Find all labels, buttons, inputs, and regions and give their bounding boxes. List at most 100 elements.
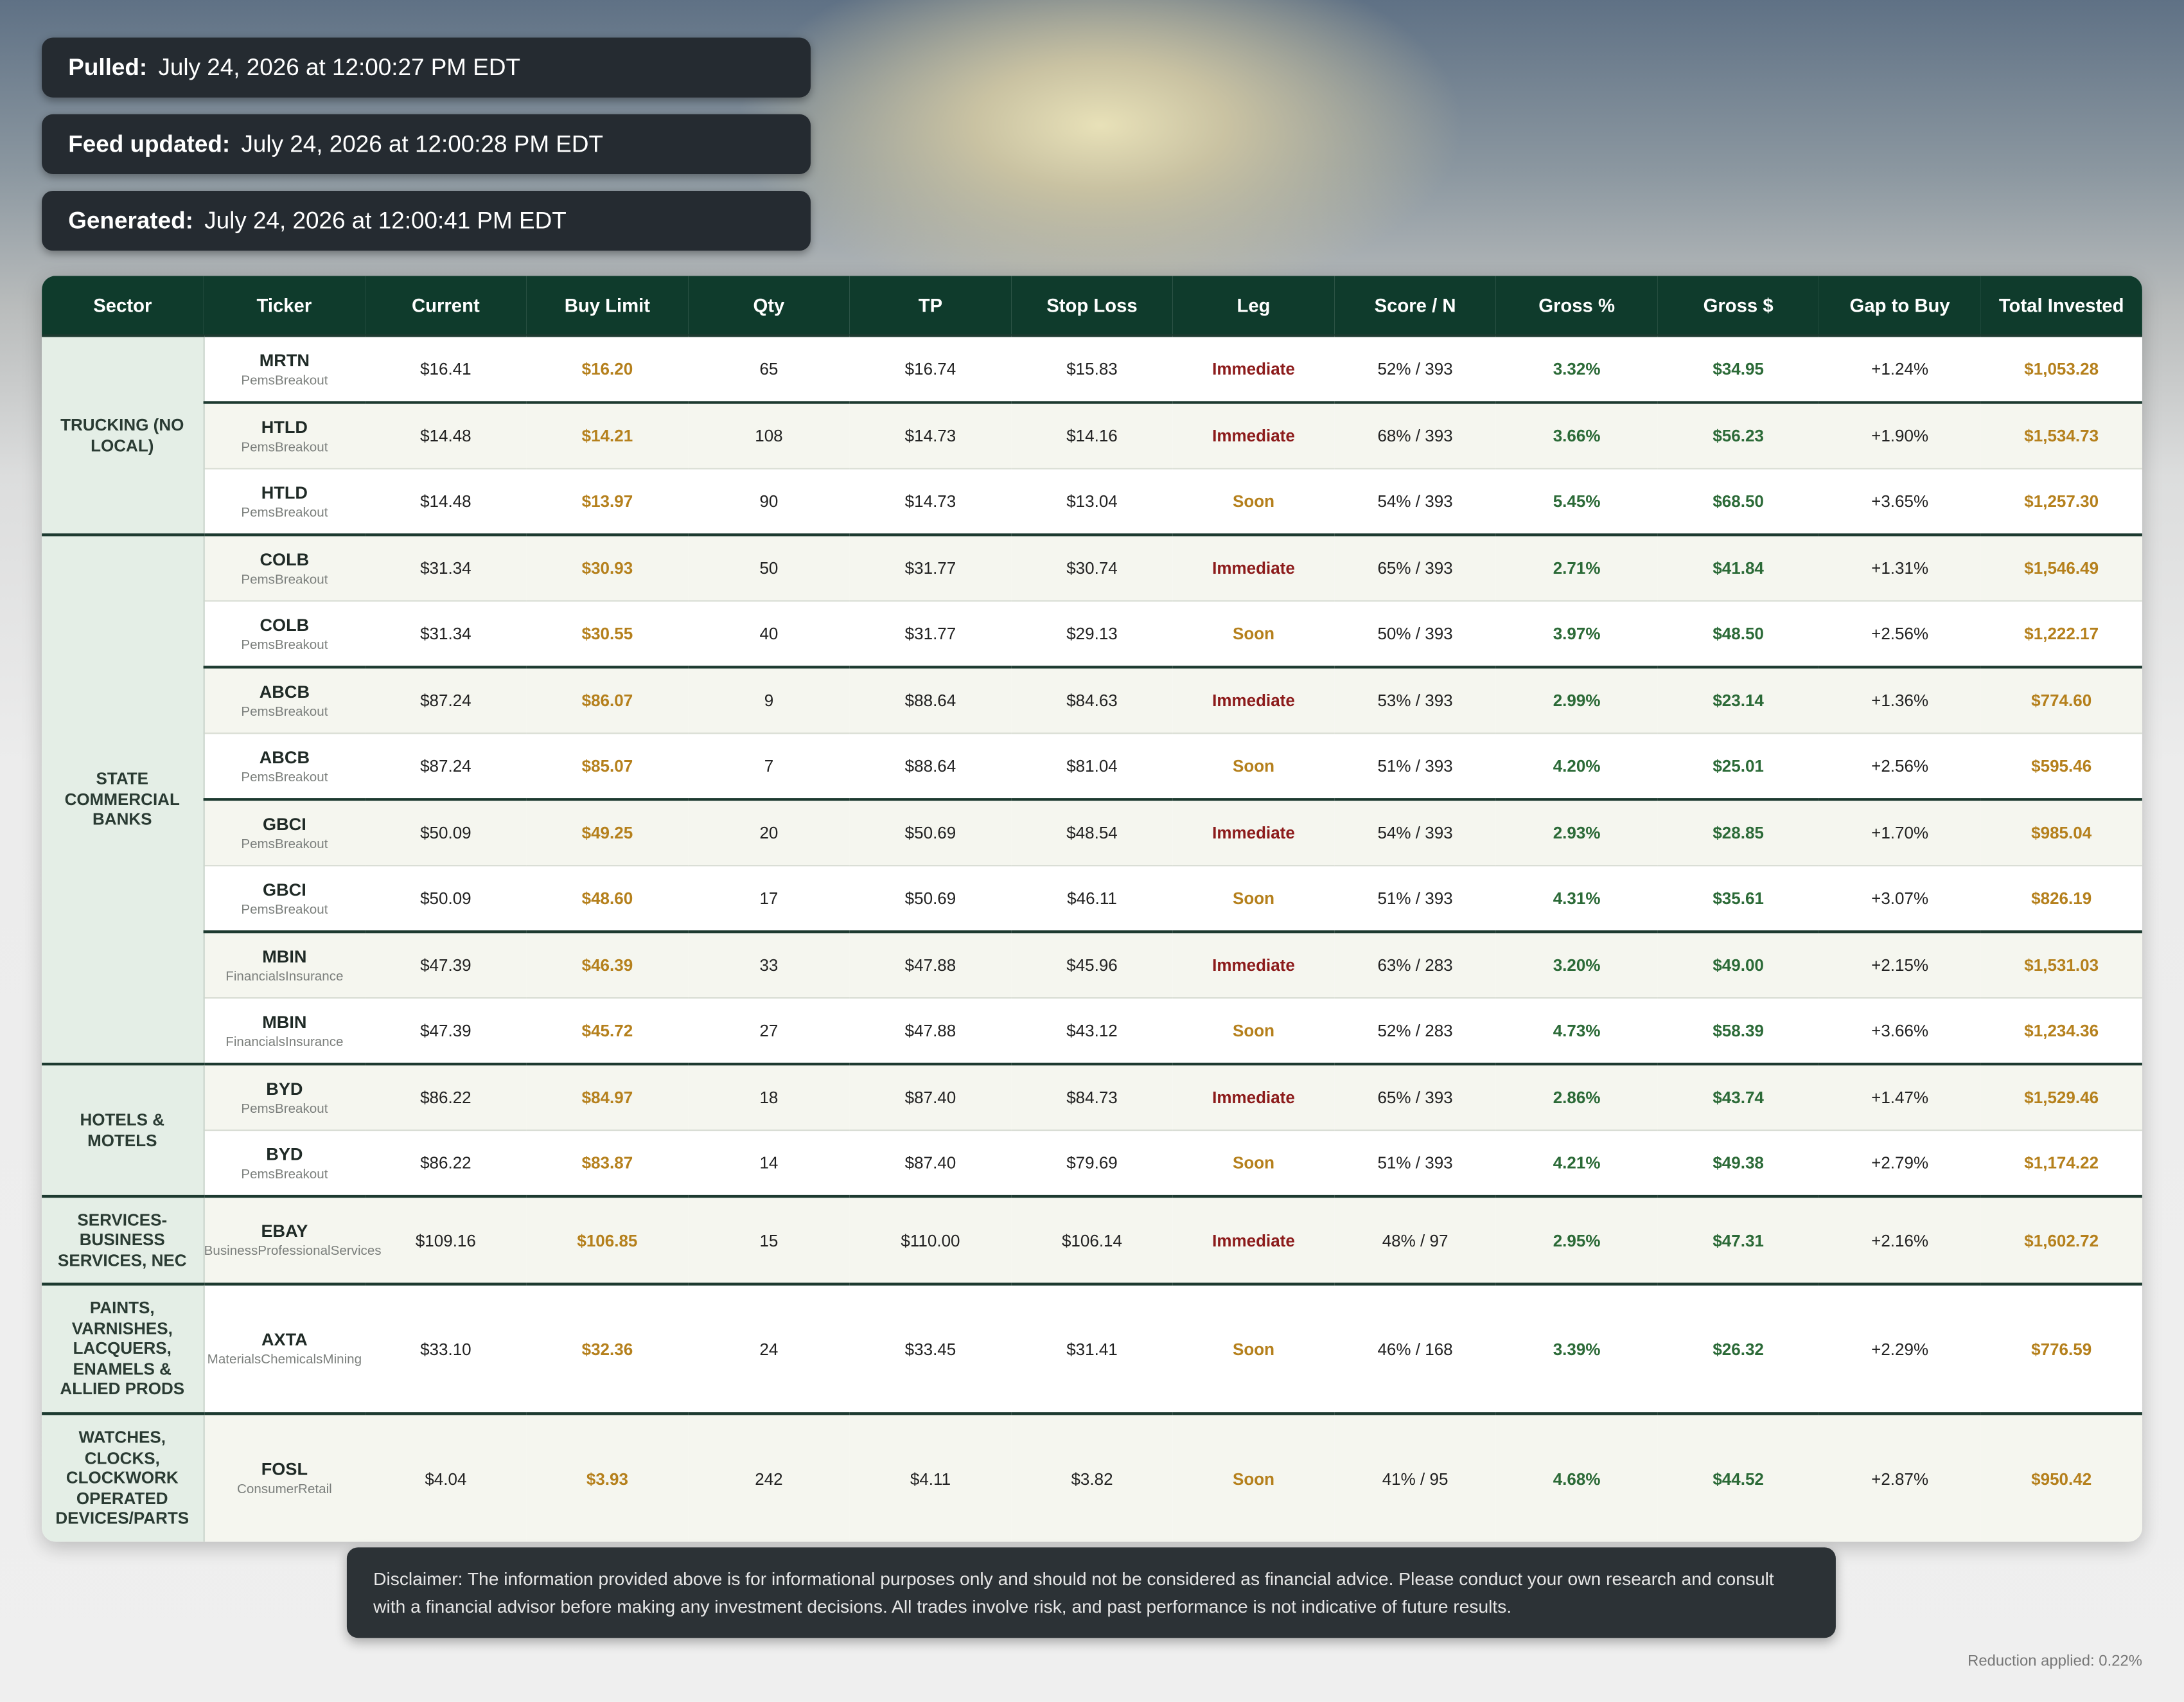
table-card: Sector Ticker Current Buy Limit Qty TP Stop Lo…	[42, 276, 2142, 1542]
tp-cell: $14.73	[849, 468, 1012, 535]
stop-loss-cell: $48.54	[1011, 798, 1173, 866]
buy-limit-cell: $45.72	[526, 997, 689, 1065]
stop-loss-cell: $43.12	[1011, 997, 1173, 1065]
leg-cell: Immediate	[1172, 930, 1335, 998]
column-header: Qty	[688, 276, 850, 336]
gross-pct-cell: 3.97%	[1495, 600, 1658, 668]
gross-usd-cell: $47.31	[1657, 1194, 1819, 1284]
current-cell: $87.24	[365, 666, 527, 734]
gap-cell: +2.79%	[1819, 1130, 1981, 1197]
orders-table: Sector Ticker Current Buy Limit Qty TP Stop Lo…	[42, 276, 2142, 1542]
ticker: MRTN	[259, 350, 310, 370]
ticker-cell: ABCB PemsBreakout	[203, 732, 365, 800]
qty-cell: 9	[688, 666, 850, 734]
ticker-source: ConsumerRetail	[237, 1482, 332, 1498]
ticker-cell: BYD PemsBreakout	[203, 1062, 365, 1131]
table-row: ABCB PemsBreakout $87.24 $85.07 7 $88.64 $81.0…	[42, 732, 2142, 800]
score-cell: 51% / 393	[1334, 865, 1496, 932]
tp-cell: $31.77	[849, 533, 1012, 601]
stop-loss-cell: $3.82	[1011, 1412, 1173, 1542]
gross-usd-cell: $43.74	[1657, 1062, 1819, 1131]
gap-cell: +3.65%	[1819, 468, 1981, 535]
tp-cell: $47.88	[849, 930, 1012, 998]
score-cell: 65% / 393	[1334, 1062, 1496, 1131]
current-cell: $86.22	[365, 1062, 527, 1131]
sector-cell: STATE COMMERCIAL BANKS	[42, 533, 204, 1065]
qty-cell: 15	[688, 1194, 850, 1284]
ticker-cell: MRTN PemsBreakout	[203, 334, 365, 403]
ticker-cell: HTLD PemsBreakout	[203, 401, 365, 469]
ticker-source: PemsBreakout	[241, 1166, 328, 1182]
gap-cell: +1.90%	[1819, 401, 1981, 469]
total-cell: $1,534.73	[1980, 401, 2142, 469]
gross-usd-cell: $28.85	[1657, 798, 1819, 866]
stop-loss-cell: $13.04	[1011, 468, 1173, 535]
gross-pct-cell: 3.20%	[1495, 930, 1658, 998]
gross-pct-cell: 4.20%	[1495, 732, 1658, 800]
current-cell: $14.48	[365, 468, 527, 535]
tp-cell: $31.77	[849, 600, 1012, 668]
current-cell: $14.48	[365, 401, 527, 469]
footer-note: Reduction applied: 0.22%	[1968, 1653, 2142, 1671]
total-cell: $1,257.30	[1980, 468, 2142, 535]
total-cell: $595.46	[1980, 732, 2142, 800]
gross-usd-cell: $23.14	[1657, 666, 1819, 734]
gap-cell: +2.87%	[1819, 1412, 1981, 1542]
total-cell: $1,531.03	[1980, 930, 2142, 998]
ticker: ABCB	[259, 747, 310, 767]
ticker: COLB	[260, 549, 310, 569]
leg-cell: Soon	[1172, 1282, 1335, 1414]
gross-usd-cell: $68.50	[1657, 468, 1819, 535]
ticker-cell: BYD PemsBreakout	[203, 1130, 365, 1197]
tp-cell: $47.88	[849, 997, 1012, 1065]
ticker: BYD	[266, 1144, 303, 1164]
ticker: HTLD	[261, 483, 308, 502]
current-cell: $16.41	[365, 334, 527, 403]
timestamp-value: July 24, 2026 at 12:00:41 PM EDT	[204, 206, 567, 234]
column-header: Gross $	[1657, 276, 1819, 336]
score-cell: 54% / 393	[1334, 798, 1496, 866]
ticker: FOSL	[261, 1459, 308, 1480]
table-row: SERVICES-BUSINESS SERVICES, NEC EBAY Busin…	[42, 1194, 2142, 1284]
sector-cell: HOTELS & MOTELS	[42, 1062, 204, 1197]
gross-usd-cell: $35.61	[1657, 865, 1819, 932]
ticker: GBCI	[263, 814, 306, 834]
table-row: HTLD PemsBreakout $14.48 $14.21 108 $14.73 $14…	[42, 401, 2142, 469]
gross-usd-cell: $34.95	[1657, 334, 1819, 403]
sector-cell: PAINTS, VARNISHES, LACQUERS, ENAMELS & A…	[42, 1282, 204, 1414]
ticker: MBIN	[262, 1011, 307, 1032]
gap-cell: +1.36%	[1819, 666, 1981, 734]
qty-cell: 18	[688, 1062, 850, 1131]
stop-loss-cell: $84.73	[1011, 1062, 1173, 1131]
buy-limit-cell: $49.25	[526, 798, 689, 866]
qty-cell: 20	[688, 798, 850, 866]
column-header: Total Invested	[1980, 276, 2142, 336]
qty-cell: 27	[688, 997, 850, 1065]
score-cell: 54% / 393	[1334, 468, 1496, 535]
score-cell: 52% / 393	[1334, 334, 1496, 403]
buy-limit-cell: $16.20	[526, 334, 689, 403]
score-cell: 65% / 393	[1334, 533, 1496, 601]
score-cell: 51% / 393	[1334, 732, 1496, 800]
qty-cell: 40	[688, 600, 850, 668]
table-row: GBCI PemsBreakout $50.09 $48.60 17 $50.69 $46.…	[42, 865, 2142, 932]
table-body: TRUCKING (NO LOCAL) MRTN PemsBreakout $16.4…	[42, 334, 2142, 1542]
current-cell: $87.24	[365, 732, 527, 800]
tp-cell: $87.40	[849, 1062, 1012, 1131]
timestamp: Feed updated: July 24, 2026 at 12:00:28 P…	[42, 114, 811, 174]
current-cell: $33.10	[365, 1282, 527, 1414]
gap-cell: +2.15%	[1819, 930, 1981, 998]
column-header: Gross %	[1495, 276, 1658, 336]
qty-cell: 90	[688, 468, 850, 535]
buy-limit-cell: $32.36	[526, 1282, 689, 1414]
stop-loss-cell: $30.74	[1011, 533, 1173, 601]
ticker: GBCI	[263, 879, 306, 900]
score-cell: 68% / 393	[1334, 401, 1496, 469]
column-header: Buy Limit	[526, 276, 689, 336]
ticker-cell: GBCI PemsBreakout	[203, 865, 365, 932]
ticker-source: BusinessProfessionalServices	[204, 1243, 382, 1259]
gross-pct-cell: 4.73%	[1495, 997, 1658, 1065]
score-cell: 48% / 97	[1334, 1194, 1496, 1284]
table-row: MBIN FinancialsInsurance $47.39 $45.72 27 $47…	[42, 997, 2142, 1065]
